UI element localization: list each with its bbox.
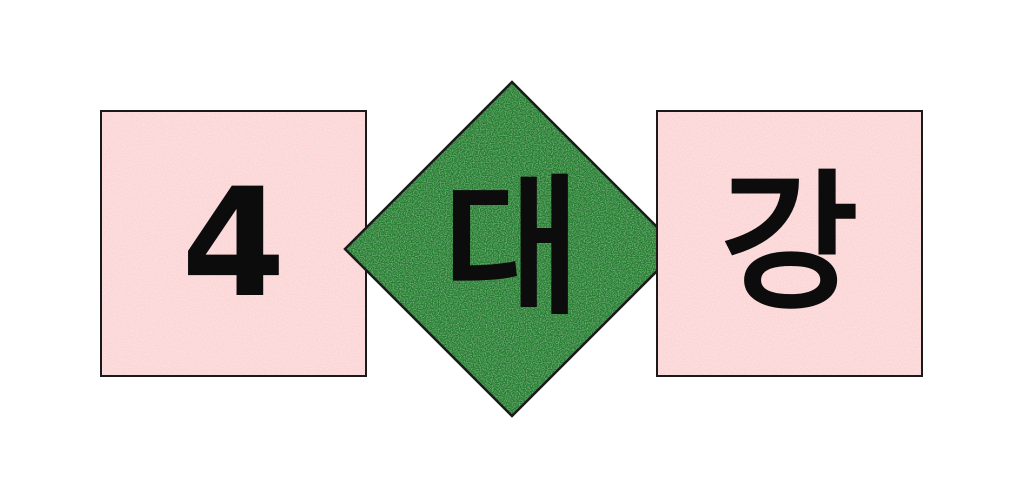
pink-square-tile-left: 4 (100, 110, 367, 377)
tile-glyph-center: 대 (442, 162, 581, 336)
tile-glyph-right: 강 (720, 156, 859, 331)
diamond-shape (343, 80, 681, 418)
green-diamond-tile: 대 (343, 80, 681, 418)
tile-glyph-left: 4 (181, 156, 286, 331)
pink-square-tile-right: 강 (656, 110, 923, 377)
